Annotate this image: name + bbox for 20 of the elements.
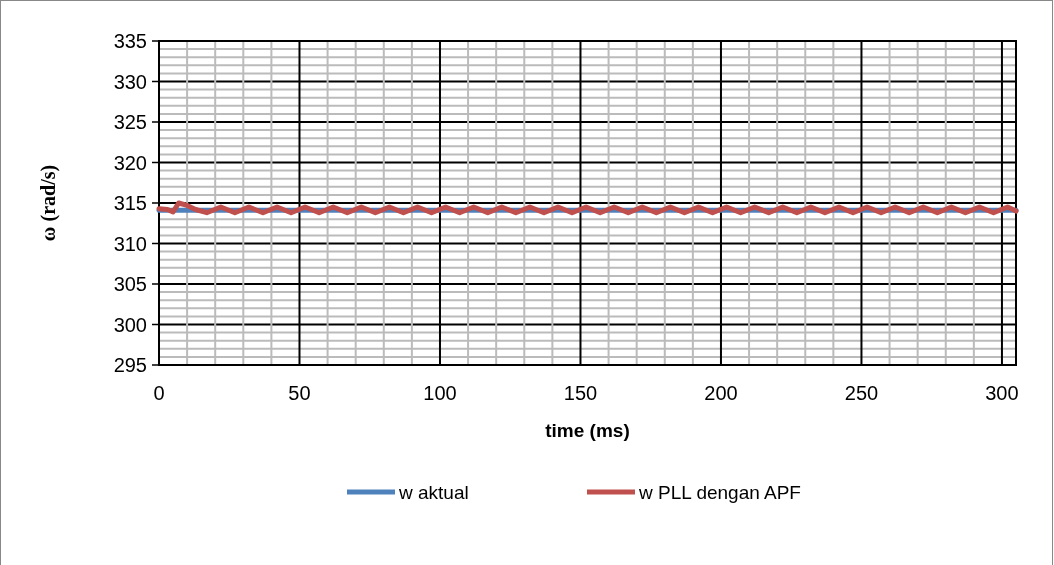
y-tick-label: 330 [113, 70, 147, 93]
y-tick-label: 300 [113, 313, 147, 336]
x-tick-label: 150 [563, 382, 598, 404]
y-tick-label: 335 [113, 30, 147, 52]
x-tick-label: 0 [153, 382, 165, 404]
x-tick-label: 50 [288, 382, 311, 404]
x-axis-title: time (ms) [545, 420, 630, 441]
x-tick-label: 100 [423, 382, 457, 404]
y-axis-title: ω (rad/s) [37, 164, 60, 242]
y-tick-label: 320 [113, 151, 147, 174]
legend-label: w PLL dengan APF [638, 481, 801, 503]
legend-label: w aktual [398, 481, 469, 503]
y-tick-label: 310 [113, 232, 147, 255]
x-tick-label: 300 [985, 382, 1019, 404]
x-tick-label: 250 [844, 382, 879, 404]
x-tick-label: 200 [704, 382, 738, 404]
y-tick-label: 295 [113, 354, 147, 376]
y-tick-label: 305 [113, 273, 147, 295]
y-tick-label: 315 [113, 192, 147, 214]
y-tick-label: 325 [113, 111, 147, 133]
